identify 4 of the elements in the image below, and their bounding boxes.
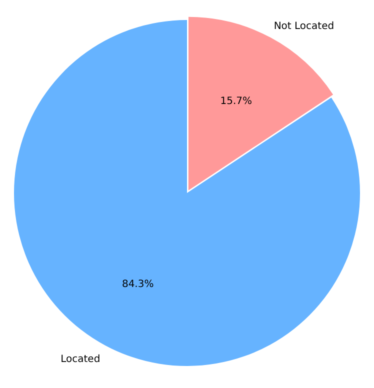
data-label: 15.7% — [220, 96, 252, 108]
slice-label: Located — [60, 354, 100, 366]
data-label: 84.3% — [122, 279, 154, 290]
slice-label: Not Located — [274, 21, 334, 32]
